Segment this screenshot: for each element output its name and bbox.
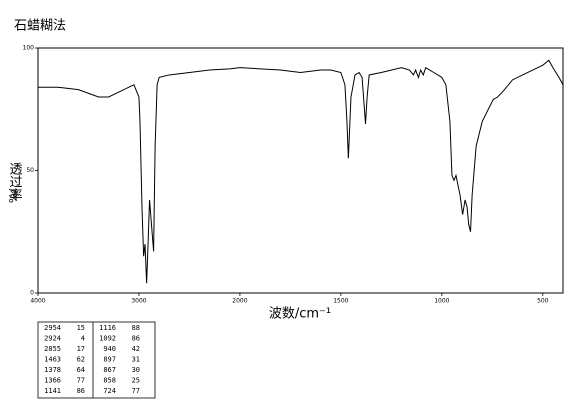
peak-transmittance: 42 <box>132 345 140 353</box>
x-tick-label: 2000 <box>232 298 247 305</box>
peak-transmittance: 31 <box>132 356 140 364</box>
y-tick-label: 50 <box>26 167 34 174</box>
x-tick-label: 4000 <box>30 298 45 305</box>
x-axis-label: 波数/cm⁻¹ <box>269 307 331 322</box>
peak-wavenumber: 1116 <box>99 324 116 332</box>
peak-wavenumber: 1092 <box>99 335 116 343</box>
peak-transmittance: 77 <box>77 377 85 385</box>
peak-wavenumber: 1141 <box>44 387 61 395</box>
peak-table-frame <box>37 321 156 399</box>
peak-transmittance: 62 <box>77 356 85 364</box>
y-axis-label: 透过率 <box>7 162 23 201</box>
peak-transmittance: 86 <box>77 387 85 395</box>
peak-wavenumber: 940 <box>103 345 116 353</box>
peak-wavenumber: 897 <box>103 356 116 364</box>
plot-frame <box>37 47 564 294</box>
y-axis-unit: %/ <box>7 189 20 203</box>
x-tick-label: 1000 <box>434 298 449 305</box>
peak-wavenumber: 2954 <box>44 324 61 332</box>
peak-wavenumber: 1366 <box>44 377 61 385</box>
peak-transmittance: 77 <box>132 387 140 395</box>
chart-title: 石蜡糊法 <box>14 18 66 34</box>
peak-wavenumber: 2924 <box>44 335 61 343</box>
x-tick-label: 500 <box>537 298 549 305</box>
peak-wavenumber: 724 <box>103 387 116 395</box>
peak-transmittance: 30 <box>132 366 140 374</box>
peak-wavenumber: 867 <box>103 366 116 374</box>
peak-wavenumber: 858 <box>103 377 116 385</box>
peak-wavenumber: 2855 <box>44 345 61 353</box>
peak-wavenumber: 1463 <box>44 356 61 364</box>
peak-wavenumber: 1378 <box>44 366 61 374</box>
peak-transmittance: 86 <box>132 335 140 343</box>
x-tick-label: 1500 <box>333 298 348 305</box>
peak-transmittance: 25 <box>132 377 140 385</box>
y-tick-label: 0 <box>30 290 34 297</box>
y-tick-label: 100 <box>23 45 35 52</box>
spectrum-line <box>38 59 564 284</box>
peak-transmittance: 4 <box>81 335 85 343</box>
peak-transmittance: 88 <box>132 324 140 332</box>
x-tick-label: 3000 <box>131 298 146 305</box>
peak-transmittance: 64 <box>77 366 85 374</box>
peak-transmittance: 15 <box>77 324 85 332</box>
peak-transmittance: 17 <box>77 345 85 353</box>
